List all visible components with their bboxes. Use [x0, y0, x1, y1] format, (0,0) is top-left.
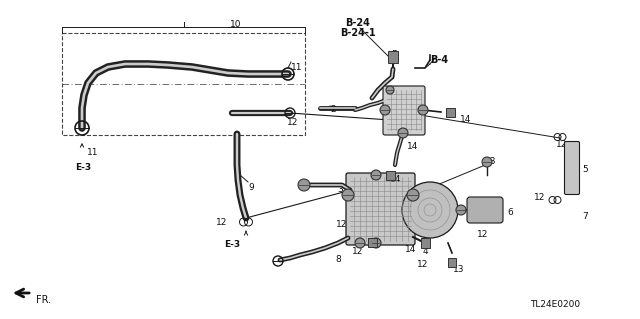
Text: 12: 12 — [556, 140, 568, 149]
Text: TL24E0200: TL24E0200 — [530, 300, 580, 309]
FancyBboxPatch shape — [346, 173, 415, 245]
Bar — [420, 238, 429, 248]
Text: 14: 14 — [407, 142, 419, 151]
Circle shape — [342, 189, 354, 201]
Circle shape — [402, 182, 458, 238]
Text: 7: 7 — [582, 212, 588, 221]
Text: 12: 12 — [216, 218, 227, 227]
Circle shape — [355, 238, 365, 248]
Text: 3: 3 — [337, 185, 343, 194]
Bar — [388, 51, 398, 63]
FancyBboxPatch shape — [564, 142, 579, 195]
Text: 8: 8 — [335, 255, 340, 264]
Text: B-24-1: B-24-1 — [340, 28, 376, 38]
Text: B-24: B-24 — [345, 18, 370, 28]
FancyBboxPatch shape — [383, 86, 425, 135]
FancyBboxPatch shape — [467, 197, 503, 223]
Text: 11: 11 — [291, 63, 303, 72]
Bar — [445, 108, 454, 116]
Text: 13: 13 — [453, 265, 465, 274]
Circle shape — [380, 105, 390, 115]
Text: 5: 5 — [582, 165, 588, 174]
Text: FR.: FR. — [36, 295, 51, 305]
Text: 9: 9 — [248, 183, 253, 192]
Bar — [62, 33, 305, 135]
Bar — [367, 238, 376, 247]
Text: 11: 11 — [87, 148, 99, 157]
Circle shape — [482, 157, 492, 167]
Text: 14: 14 — [460, 115, 472, 124]
Text: 12: 12 — [534, 193, 545, 202]
Text: E-3: E-3 — [224, 240, 240, 249]
Text: 2: 2 — [330, 105, 335, 114]
Text: 1: 1 — [393, 50, 399, 59]
Bar — [385, 170, 394, 180]
Text: 4: 4 — [423, 247, 429, 256]
Text: 10: 10 — [230, 20, 241, 29]
Text: 13: 13 — [485, 157, 497, 166]
Circle shape — [371, 238, 381, 248]
Text: 12: 12 — [287, 118, 298, 127]
Text: B-4: B-4 — [430, 55, 448, 65]
Text: 14: 14 — [390, 175, 401, 184]
Text: 6: 6 — [507, 208, 513, 217]
Circle shape — [298, 179, 310, 191]
Text: E-3: E-3 — [75, 163, 91, 172]
Circle shape — [407, 189, 419, 201]
Circle shape — [386, 86, 394, 94]
Circle shape — [371, 170, 381, 180]
Bar — [448, 257, 456, 266]
Text: 12: 12 — [477, 230, 488, 239]
Text: 12: 12 — [417, 260, 428, 269]
Text: 12: 12 — [352, 247, 364, 256]
Circle shape — [398, 128, 408, 138]
Text: 12: 12 — [336, 220, 348, 229]
Text: 14: 14 — [405, 245, 417, 254]
Circle shape — [418, 105, 428, 115]
Circle shape — [456, 205, 466, 215]
